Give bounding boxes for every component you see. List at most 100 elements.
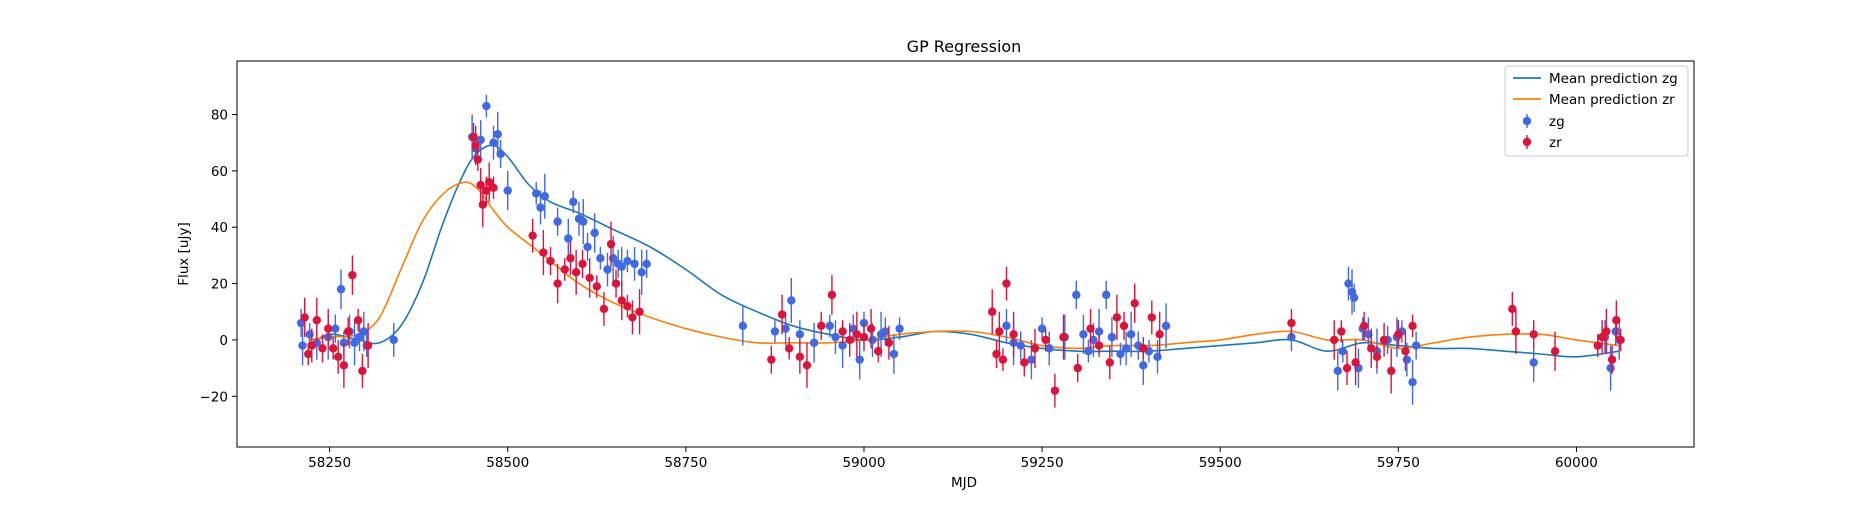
data-point-zg (1094, 327, 1104, 336)
data-point-zr (611, 279, 621, 288)
data-point-zr (1593, 341, 1603, 350)
y-axis-label: Flux [uJy] (176, 222, 192, 285)
data-point-zr (1119, 321, 1129, 331)
data-point-zr (1372, 352, 1382, 362)
x-tick-label: 59250 (1021, 455, 1064, 471)
data-point-zr (1041, 335, 1050, 345)
x-tick-label: 60000 (1555, 455, 1598, 471)
data-point-zr (992, 349, 1001, 359)
data-point-zr (795, 352, 805, 362)
data-point-zg (1364, 330, 1373, 339)
data-point-zg (809, 338, 819, 347)
y-tick-label: −20 (200, 389, 229, 405)
data-point-zr (343, 327, 353, 336)
data-point-zg (1411, 341, 1421, 350)
data-point-zg (1102, 290, 1111, 300)
data-point-zr (1379, 335, 1389, 345)
data-point-zr (599, 304, 609, 314)
data-point-zr (1550, 347, 1560, 356)
y-tick-label: 20 (211, 277, 228, 293)
data-point-zg (1016, 341, 1025, 350)
data-point-zr (323, 324, 333, 333)
data-point-zr (592, 282, 601, 291)
data-point-zg (1408, 377, 1417, 387)
data-point-zr (1073, 363, 1082, 373)
data-point-zg (825, 321, 834, 331)
data-point-zr (1337, 327, 1346, 336)
y-tick-label: 60 (211, 164, 228, 180)
legend-frame (1504, 65, 1689, 157)
data-point-zr (998, 355, 1008, 364)
data-point-zr (1401, 347, 1410, 356)
data-point-zr (473, 155, 483, 164)
data-point-zg (596, 254, 605, 263)
data-point-zr (1511, 327, 1521, 336)
data-point-zg (305, 330, 314, 339)
x-axis-label: MJD (951, 475, 977, 491)
data-point-zr (1287, 318, 1296, 328)
data-point-zg (1153, 352, 1162, 362)
data-point-zg (476, 135, 485, 145)
data-point-zg (1333, 366, 1342, 376)
data-point-zr (566, 254, 575, 263)
x-tick-label: 59000 (842, 455, 885, 471)
data-point-zr (1330, 335, 1339, 345)
data-point-zg (859, 318, 869, 328)
data-point-zr (528, 231, 537, 240)
data-point-zr (606, 239, 616, 249)
data-point-zr (1367, 344, 1376, 353)
data-point-zr (469, 132, 478, 142)
data-point-zr (628, 313, 637, 322)
data-point-zr (845, 335, 854, 345)
data-point-zg (787, 296, 796, 305)
legend-marker (1522, 137, 1532, 147)
data-point-zg (1079, 330, 1088, 339)
data-point-zg (359, 327, 369, 336)
data-point-zg (482, 101, 491, 111)
data-point-zg (1027, 355, 1036, 364)
x-tick-label: 59500 (1199, 455, 1242, 471)
data-point-zr (1602, 327, 1611, 336)
plot-area (296, 94, 1625, 408)
data-point-zr (1030, 344, 1040, 353)
data-point-zr (838, 327, 847, 336)
data-point-zg (881, 327, 890, 336)
data-point-zr (1359, 321, 1369, 331)
data-point-zg (1107, 332, 1117, 342)
data-point-zg (637, 268, 646, 277)
data-point-zr (1529, 330, 1538, 339)
data-point-zg (1116, 349, 1125, 359)
legend-label: zr (1549, 135, 1562, 151)
data-point-zg (564, 234, 573, 243)
data-point-zr (767, 355, 776, 364)
data-point-zg (298, 341, 307, 350)
data-point-zg (1084, 347, 1093, 356)
data-point-zr (1351, 358, 1360, 367)
chart-title: GP Regression (907, 37, 1022, 56)
data-point-zg (1606, 363, 1615, 373)
data-point-zr (348, 270, 357, 280)
data-point-zg (868, 335, 877, 345)
data-point-zg (1139, 361, 1148, 370)
data-point-zg (532, 189, 541, 198)
legend-label: Mean prediction zr (1549, 92, 1675, 108)
data-point-zr (617, 296, 626, 305)
data-point-zg (489, 138, 498, 147)
data-point-zr (318, 344, 327, 353)
data-point-zg (738, 321, 748, 331)
data-point-zg (781, 324, 790, 333)
data-point-zr (635, 307, 644, 316)
data-point-zr (1050, 386, 1060, 395)
data-point-zg (389, 335, 398, 345)
data-point-zr (304, 349, 313, 359)
data-point-zr (784, 344, 794, 353)
data-point-zr (339, 361, 349, 370)
data-point-zg (623, 256, 632, 266)
data-point-zg (1338, 347, 1347, 356)
data-point-zr (1009, 330, 1018, 339)
data-point-zg (536, 203, 545, 212)
data-point-zg (630, 259, 639, 269)
data-point-zr (1086, 324, 1095, 333)
data-point-zg (590, 228, 599, 238)
